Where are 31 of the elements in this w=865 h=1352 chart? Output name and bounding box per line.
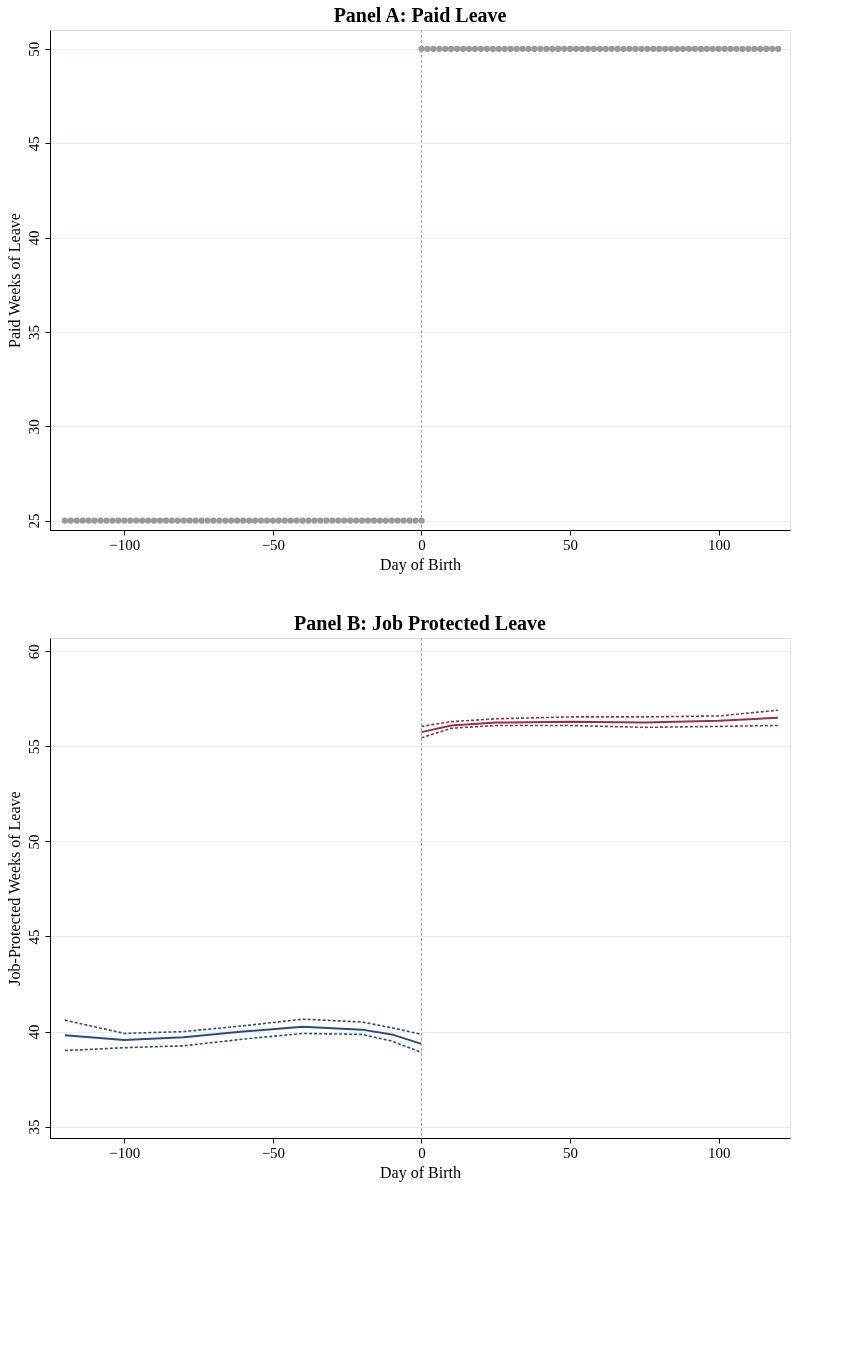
x-tick-label: −50 [261, 536, 286, 553]
x-tick-label: 100 [707, 536, 731, 553]
chart-title: Panel A: Paid Leave [333, 3, 507, 26]
x-axis-title: Day of Birth [380, 555, 461, 574]
y-tick-label: 40 [25, 1024, 42, 1040]
x-tick-label: 0 [418, 536, 426, 553]
y-tick-label: 45 [25, 929, 42, 945]
line-series [420, 709, 779, 728]
x-tick-label: 50 [563, 1144, 579, 1161]
x-tick-label: 50 [563, 536, 579, 553]
y-axis-title: Paid Weeks of Leave [5, 213, 23, 348]
chart-title: Panel B: Job Protected Leave [294, 611, 547, 634]
line-series [63, 1025, 423, 1045]
x-tick-label: −50 [261, 1144, 286, 1161]
x-tick-label: 100 [707, 1144, 731, 1161]
y-tick-label: 60 [25, 644, 42, 660]
y-tick-label: 50 [25, 834, 42, 850]
x-axis-title: Day of Birth [380, 1163, 461, 1182]
y-tick-label: 35 [25, 324, 42, 340]
x-tick-label: −100 [109, 1144, 141, 1161]
y-tick-label: 50 [25, 41, 42, 57]
y-tick-label: 45 [25, 136, 42, 152]
line-series [420, 716, 780, 734]
y-axis-title: Job-Protected Weeks of Leave [5, 791, 23, 986]
y-tick-label: 30 [25, 419, 42, 435]
y-tick-label: 40 [25, 230, 42, 246]
x-tick-label: 0 [418, 1144, 426, 1161]
x-tick-label: −100 [109, 536, 141, 553]
y-tick-label: 55 [25, 739, 42, 755]
y-tick-label: 35 [25, 1119, 42, 1135]
y-tick-label: 25 [25, 513, 42, 529]
